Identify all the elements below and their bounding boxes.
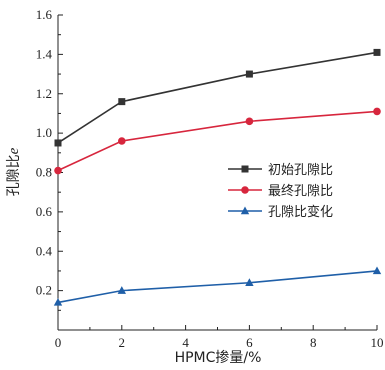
y-axis-title-main: 孔隙比 (6, 154, 22, 196)
y-tick-label: 1.0 (36, 125, 52, 140)
data-point-circle (373, 107, 381, 116)
x-tick-label: 8 (310, 335, 317, 350)
y-axis-ticks: 0.2 0.4 0.6 0.8 1.0 1.2 1.4 1.6 (36, 7, 63, 311)
data-point-circle (54, 166, 62, 175)
data-point-circle (118, 137, 126, 145)
legend-label: 孔隙比变化 (268, 204, 333, 220)
data-point-triangle (117, 286, 126, 294)
legend-item: 孔隙比变化 (228, 204, 333, 220)
y-tick-label: 1.2 (36, 86, 52, 101)
y-tick-label: 0.8 (36, 165, 52, 180)
series-line (57, 270, 378, 304)
data-point-triangle (240, 206, 250, 215)
x-tick-label: 2 (119, 335, 126, 350)
y-tick-label: 1.6 (36, 7, 53, 22)
series-line (57, 110, 378, 172)
series-line (57, 51, 378, 144)
data-point-square (118, 98, 126, 106)
y-axis-title: 孔隙比e (6, 147, 22, 196)
data-point-triangle (372, 266, 382, 275)
series-3 (53, 266, 382, 306)
y-tick-label: 0.2 (36, 283, 52, 298)
data-point-triangle (53, 297, 63, 306)
y-tick-label: 0.4 (36, 243, 53, 258)
data-point-square (373, 48, 381, 56)
series-1 (54, 48, 381, 147)
x-tick-label: 0 (55, 335, 62, 350)
legend-label: 初始孔隙比 (268, 163, 333, 178)
legend-item: 最终孔隙比 (228, 183, 333, 199)
x-axis-ticks: 0 2 4 6 8 10 (55, 325, 384, 350)
x-tick-label: 4 (182, 335, 189, 350)
y-tick-label: 0.6 (36, 204, 53, 219)
x-tick-label: 10 (371, 335, 384, 350)
y-tick-label: 1.4 (36, 46, 53, 61)
legend-item: 初始孔隙比 (228, 163, 333, 178)
data-point-circle (245, 117, 254, 126)
x-tick-label: 6 (246, 335, 253, 350)
data-point-triangle (245, 278, 254, 286)
data-point-square (54, 139, 62, 147)
series-layer (53, 48, 382, 306)
x-axis-title: HPMC掺量/% (175, 349, 262, 366)
data-point-square (241, 165, 249, 173)
data-point-square (245, 70, 253, 78)
legend-label: 最终孔隙比 (268, 183, 333, 199)
data-point-circle (241, 186, 249, 194)
series-2 (54, 107, 381, 175)
y-axis-title-symbol: e (6, 147, 22, 154)
